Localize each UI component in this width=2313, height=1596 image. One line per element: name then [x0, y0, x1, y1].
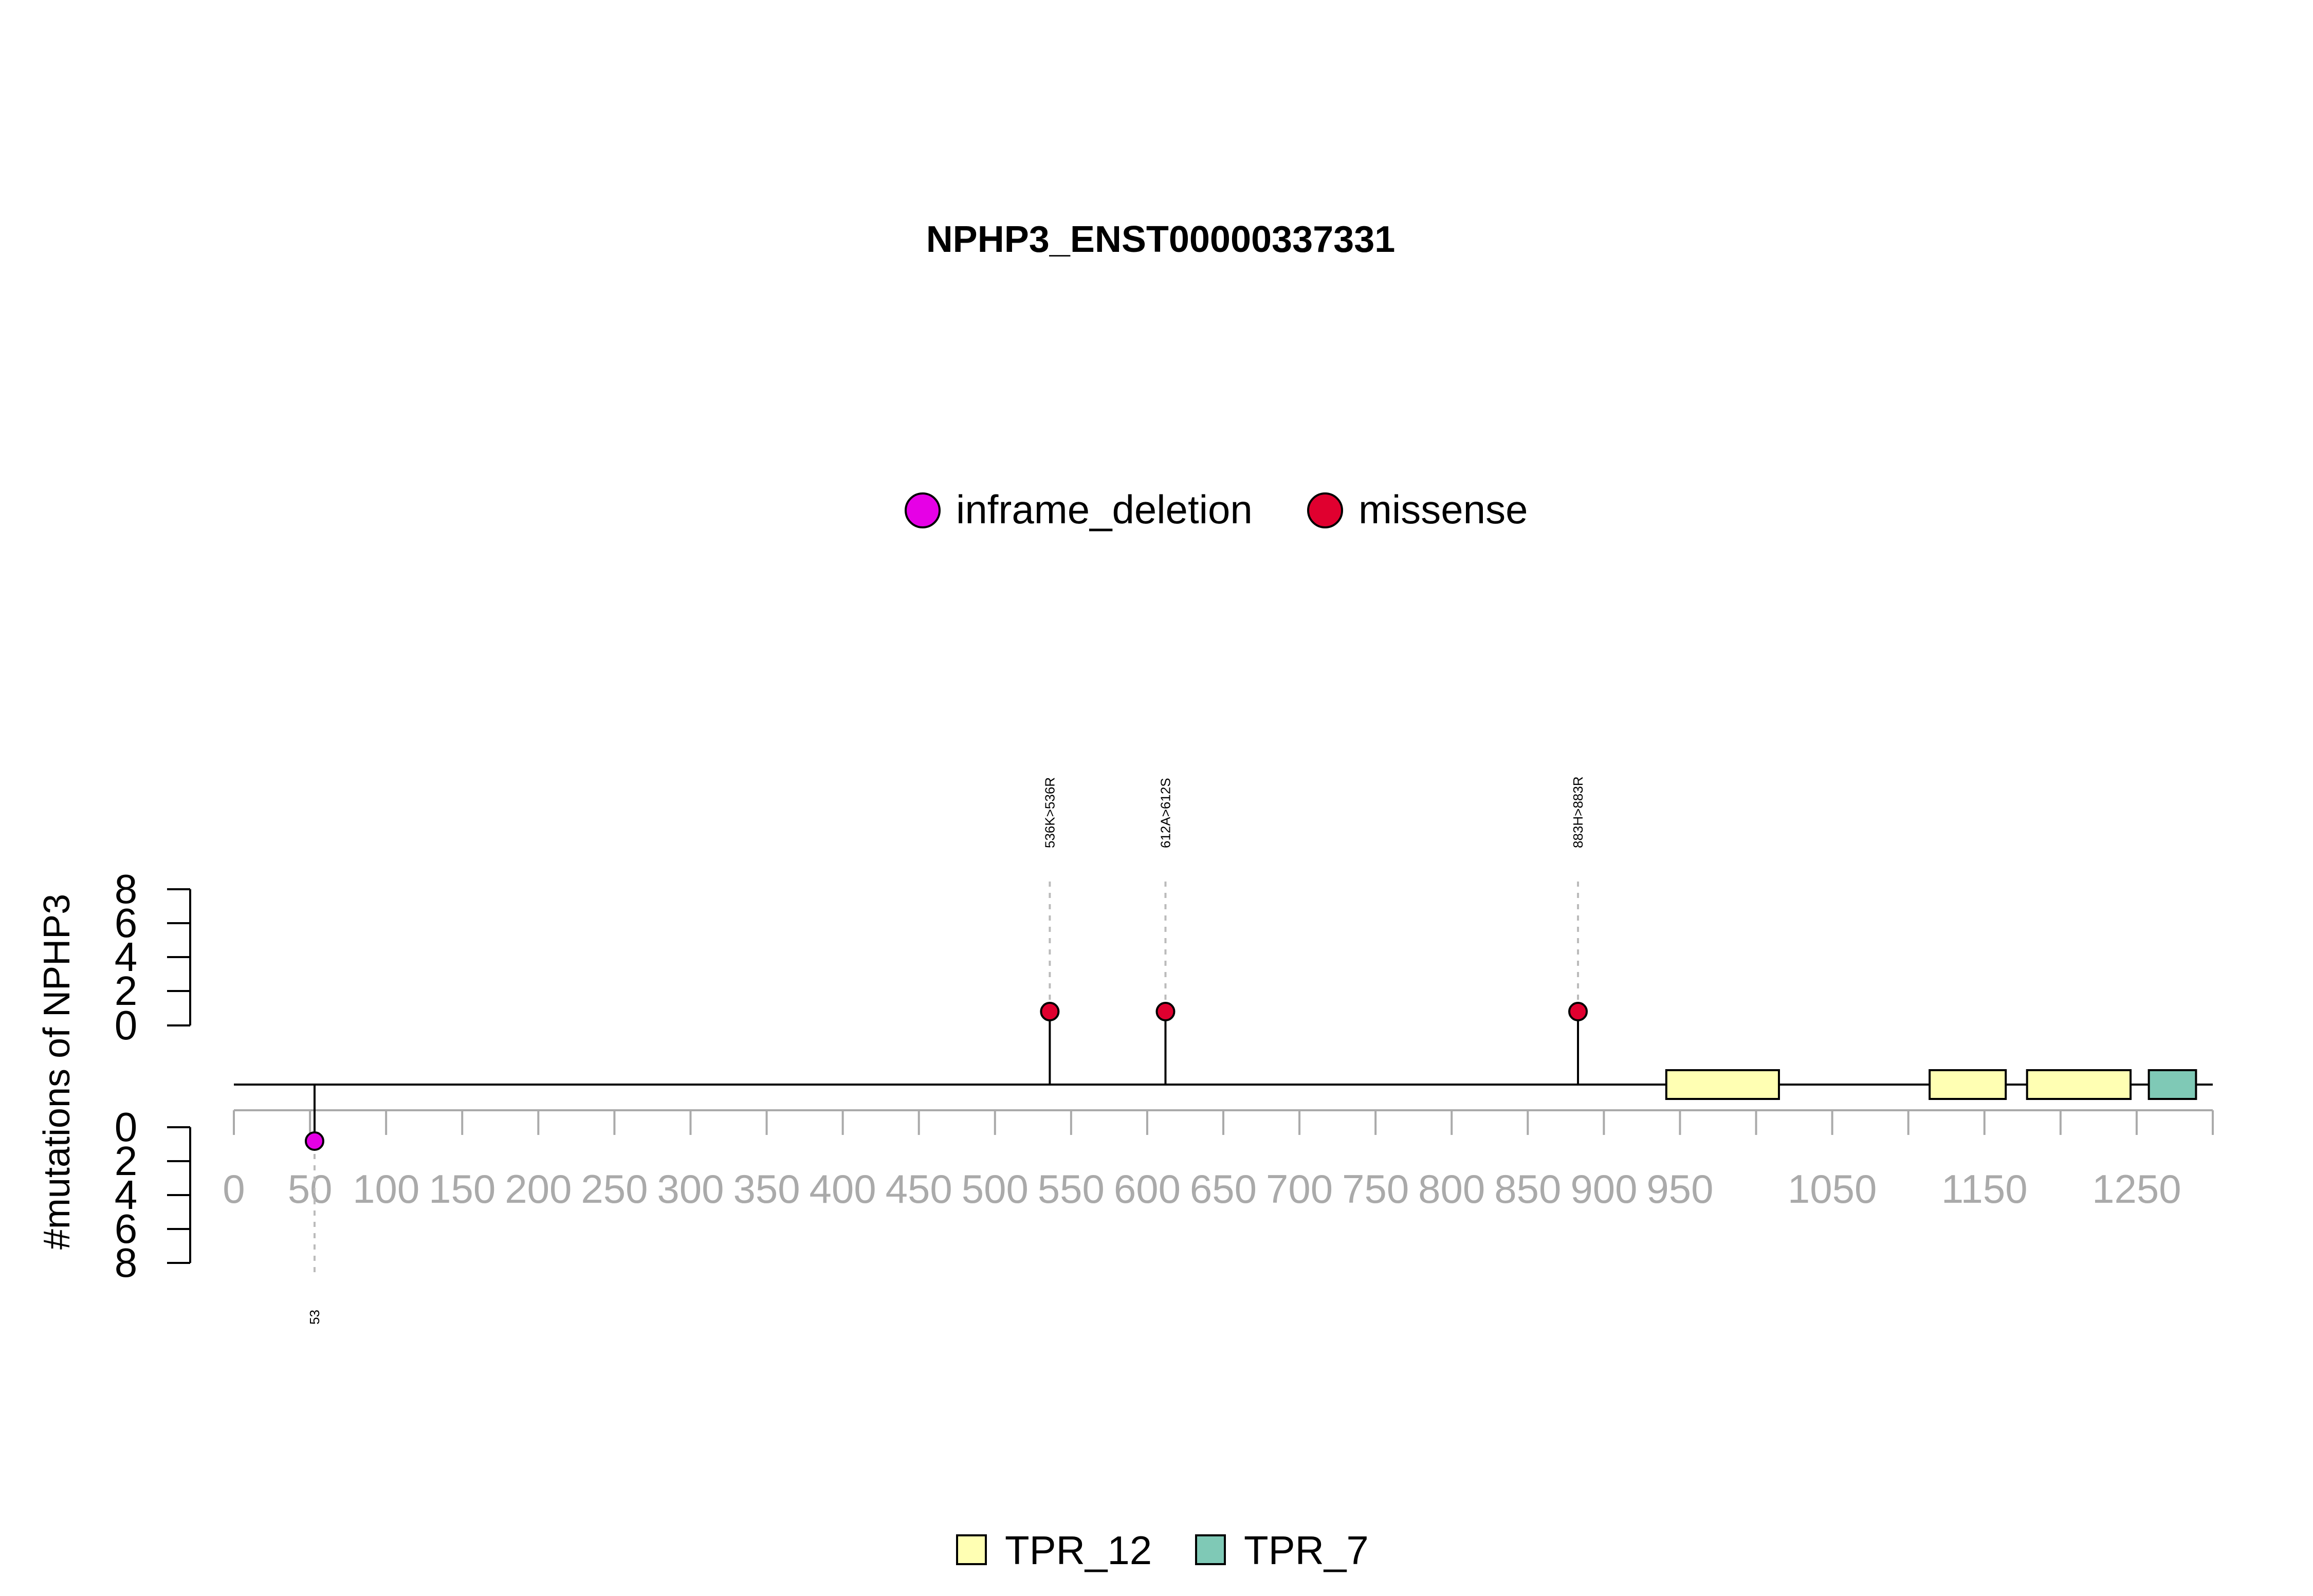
legend-swatch-TPR_12 [956, 1534, 987, 1565]
y-tick-label-top-6: 6 [115, 900, 138, 946]
chart-title: NPHP3_ENST00000337331 [926, 219, 1396, 260]
x-tick-label-700: 700 [1266, 1166, 1333, 1212]
x-tick-label-450: 450 [886, 1166, 952, 1212]
legend-mutation-types: inframe_deletion missense [905, 487, 1528, 532]
x-tick-label-800: 800 [1418, 1166, 1485, 1212]
domain-TPR_12-2 [2026, 1069, 2132, 1100]
domain-TPR_12-1 [1929, 1069, 2007, 1100]
x-tick-label-750: 750 [1342, 1166, 1409, 1212]
x-tick-label-50: 50 [288, 1166, 333, 1212]
mutation-point-536 [1040, 1002, 1060, 1021]
x-tick-label-500: 500 [962, 1166, 1029, 1212]
y-tick-label-bottom-0: 0 [115, 1104, 138, 1150]
legend-domains: TPR_12 TPR_7 [956, 1528, 1369, 1573]
y-axis-label: #mutations of NPHP3 [36, 894, 78, 1250]
legend-swatch-missense [1307, 492, 1343, 528]
x-tick-label-350: 350 [733, 1166, 800, 1212]
y-tick-label-top-0: 0 [115, 1002, 138, 1048]
legend-swatch-inframe_deletion [905, 492, 941, 528]
x-tick-label-300: 300 [657, 1166, 724, 1212]
x-tick-label-100: 100 [353, 1166, 419, 1212]
x-tick-label-950: 950 [1646, 1166, 1713, 1212]
x-tick-label-250: 250 [581, 1166, 648, 1212]
x-tick-label-650: 650 [1190, 1166, 1257, 1212]
domain-TPR_7-3 [2147, 1069, 2197, 1100]
x-tick-label-850: 850 [1494, 1166, 1561, 1212]
mutation-label-612: 612A>612S [1158, 778, 1173, 848]
y-tick-label-bottom-2: 2 [115, 1138, 138, 1184]
legend-label-missense: missense [1359, 487, 1528, 532]
mutation-point-883 [1568, 1002, 1588, 1021]
x-tick-label-150: 150 [429, 1166, 495, 1212]
x-tick-label-1050: 1050 [1788, 1166, 1877, 1212]
x-tick-label-600: 600 [1114, 1166, 1181, 1212]
legend-label-TPR_12: TPR_12 [1005, 1528, 1152, 1573]
y-tick-label-bottom-6: 6 [115, 1206, 138, 1252]
x-tick-label-400: 400 [810, 1166, 876, 1212]
x-tick-label-0: 0 [223, 1166, 245, 1212]
domain-TPR_12-0 [1665, 1069, 1780, 1100]
mutation-label-53: 53 [307, 1310, 322, 1325]
x-tick-label-200: 200 [505, 1166, 572, 1212]
legend-label-TPR_7: TPR_7 [1244, 1528, 1369, 1573]
mutation-point-612 [1155, 1002, 1176, 1021]
y-tick-label-top-8: 8 [115, 866, 138, 912]
legend-label-inframe_deletion: inframe_deletion [956, 487, 1253, 532]
y-tick-label-bottom-8: 8 [115, 1240, 138, 1286]
legend-swatch-TPR_7 [1195, 1534, 1226, 1565]
x-tick-label-900: 900 [1570, 1166, 1637, 1212]
x-tick-label-550: 550 [1038, 1166, 1105, 1212]
mutation-label-536: 536K>536R [1042, 777, 1057, 848]
x-tick-label-1250: 1250 [2092, 1166, 2181, 1212]
mutation-point-53 [304, 1131, 324, 1151]
y-tick-label-bottom-4: 4 [115, 1172, 138, 1218]
y-tick-label-top-2: 2 [115, 968, 138, 1014]
mutation-label-883: 883H>883R [1570, 777, 1586, 849]
y-tick-label-top-4: 4 [115, 934, 138, 980]
x-tick-label-1150: 1150 [1941, 1166, 2028, 1212]
